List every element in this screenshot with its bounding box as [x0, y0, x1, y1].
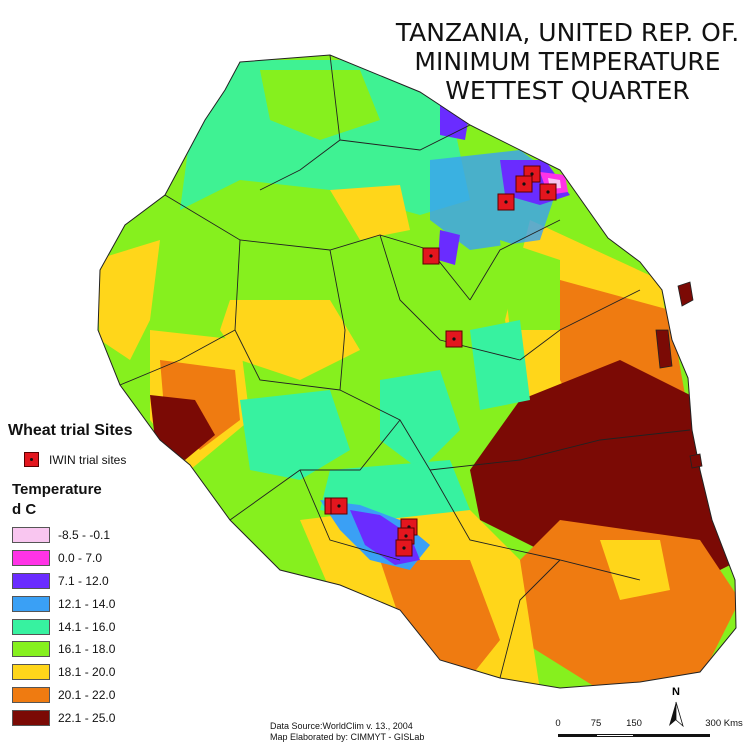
region-boundaries: [119, 54, 691, 679]
temperature-class-item: 18.1 - 20.0: [12, 661, 178, 684]
north-arrow: N: [666, 686, 690, 732]
scale-segment: [596, 734, 634, 737]
scale-bar: 0 75 150 300 Kms: [548, 714, 748, 748]
north-arrow-icon: [669, 701, 684, 728]
temperature-class-label: 7.1 - 12.0: [58, 573, 109, 588]
map-title-line-1: TANZANIA, UNITED REP. OF.: [395, 18, 740, 47]
scale-label-75: 75: [590, 718, 602, 729]
temperature-class-label: 14.1 - 16.0: [58, 619, 116, 634]
temperature-class-swatch: [12, 709, 50, 726]
map-title: TANZANIA, UNITED REP. OF. MINIMUM TEMPER…: [395, 18, 740, 105]
scale-segment: [558, 734, 596, 737]
temperature-class-label: -8.5 - -0.1: [58, 528, 111, 543]
temperature-class-item: 7.1 - 12.0: [12, 570, 178, 593]
map-title-line-3: WETTEST QUARTER: [445, 76, 690, 105]
trial-site-marker[interactable]: [539, 183, 557, 201]
trial-site-marker[interactable]: [497, 193, 515, 211]
pemba-island: [677, 281, 694, 307]
temperature-class-label: 22.1 - 25.0: [58, 710, 116, 725]
temperature-class-label: 20.1 - 22.0: [58, 687, 116, 702]
temperature-class-item: 14.1 - 16.0: [12, 615, 178, 638]
sites-heading: Wheat trial Sites: [8, 422, 133, 439]
temperature-class-item: 12.1 - 14.0: [12, 592, 178, 615]
country-border: [97, 54, 737, 689]
trial-site-marker[interactable]: [445, 330, 463, 348]
trial-site-marker[interactable]: [330, 497, 348, 515]
temperature-class-swatch: [12, 527, 50, 544]
temperature-class-item: -8.5 - -0.1: [12, 524, 178, 547]
site-legend-item: IWIN trial sites: [24, 452, 178, 467]
temperature-class-label: 12.1 - 14.0: [58, 596, 116, 611]
credits-author: Map Elaborated by: CIMMYT - GISLab: [270, 732, 425, 742]
temperature-class-item: 20.1 - 22.0: [12, 684, 178, 707]
trial-sites: [324, 165, 557, 557]
zanzibar-island: [655, 329, 673, 369]
scale-label-0: 0: [555, 718, 561, 729]
credits-source: Data Source:WorldClim v. 13., 2004: [270, 721, 413, 731]
temperature-class-item: 16.1 - 18.0: [12, 638, 178, 661]
temperature-class-swatch: [12, 595, 50, 612]
site-legend-label: IWIN trial sites: [49, 452, 127, 467]
temperature-class-label: 18.1 - 20.0: [58, 665, 116, 680]
temperature-class-item: 22.1 - 25.0: [12, 706, 178, 729]
north-label: N: [672, 686, 680, 698]
temperature-class-label: 16.1 - 18.0: [58, 642, 116, 657]
scale-label-300: 300 Kms: [705, 718, 743, 729]
map-legend: Wheat trial Sites IWIN trial sites Tempe…: [8, 422, 178, 729]
temperature-classes: -8.5 - -0.1 0.0 - 7.0 7.1 - 12.0 12.1 - 14.…: [12, 524, 178, 729]
scale-label-150: 150: [626, 718, 642, 729]
trial-site-icon: [24, 452, 39, 467]
map-title-line-2: MINIMUM TEMPERATURE: [414, 47, 721, 76]
temperature-heading: Temperature: [12, 481, 102, 498]
map-credits: Data Source:WorldClim v. 13., 2004 Map E…: [270, 721, 424, 743]
temperature-unit: d C: [12, 501, 37, 518]
temperature-class-swatch: [12, 641, 50, 658]
temperature-class-swatch: [12, 550, 50, 567]
trial-site-marker[interactable]: [422, 247, 440, 265]
temperature-class-swatch: [12, 686, 50, 703]
temperature-class-swatch: [12, 572, 50, 589]
trial-site-marker[interactable]: [515, 175, 533, 193]
scale-segment: [634, 734, 710, 737]
mafia-island: [689, 453, 703, 469]
trial-site-marker[interactable]: [395, 539, 413, 557]
temperature-class-item: 0.0 - 7.0: [12, 547, 178, 570]
temperature-class-swatch: [12, 664, 50, 681]
temperature-class-swatch: [12, 618, 50, 635]
temperature-class-label: 0.0 - 7.0: [58, 551, 103, 566]
